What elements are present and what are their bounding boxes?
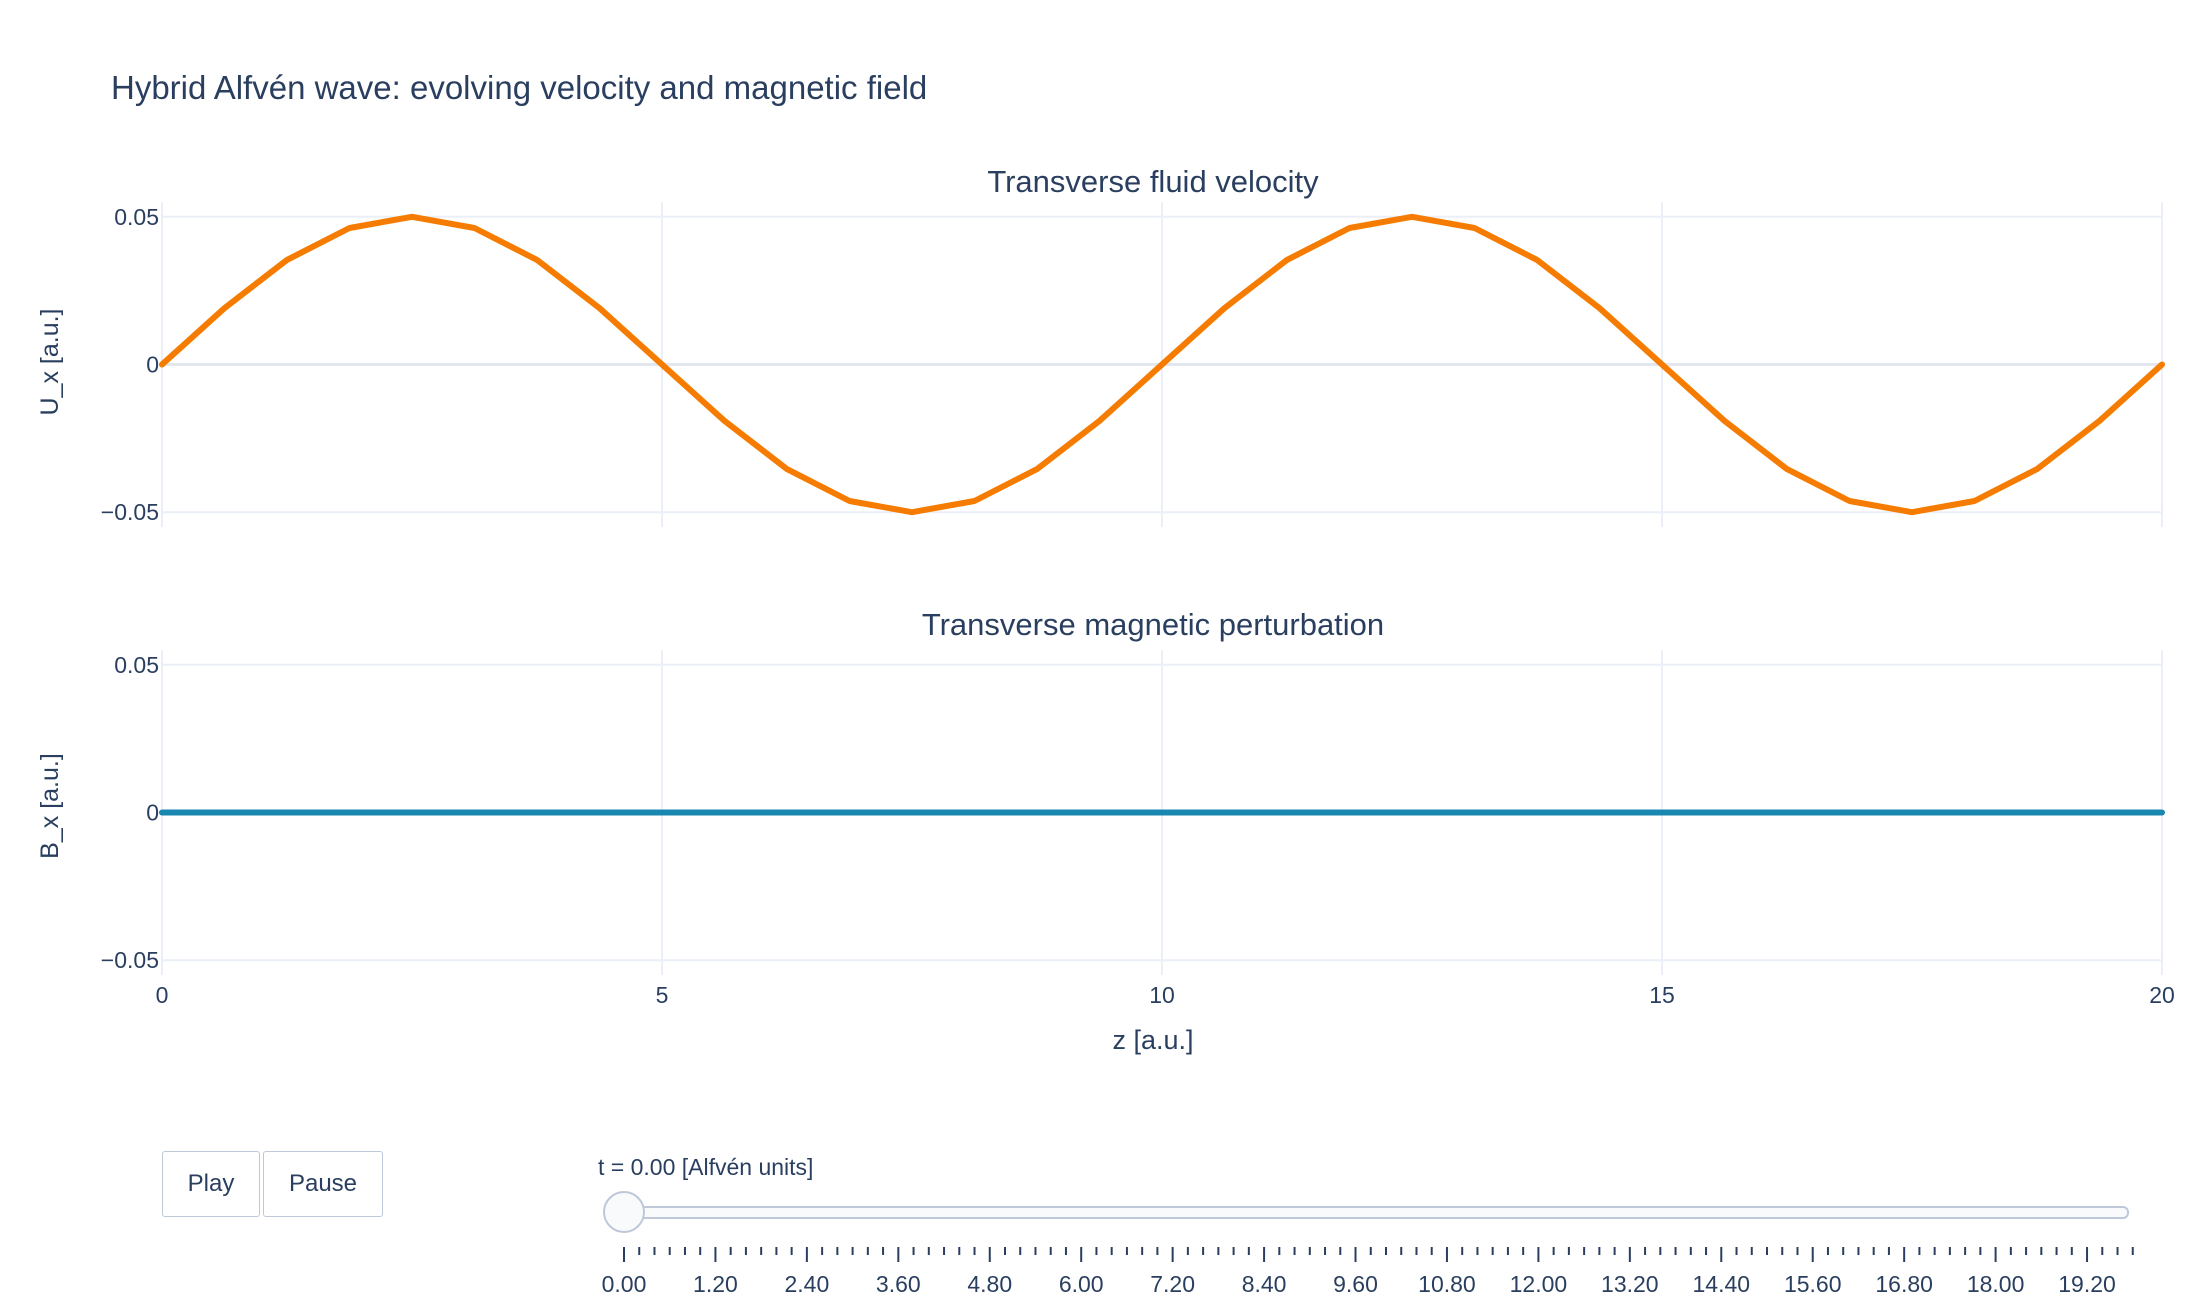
slider-tick-label: 9.60 <box>1333 1271 1378 1297</box>
x-tick-label: 20 <box>2149 982 2175 1008</box>
slider-tick-label: 7.20 <box>1150 1271 1195 1297</box>
slider-tick-label: 12.00 <box>1510 1271 1568 1297</box>
velocity-y-tick-label: 0.05 <box>114 204 159 230</box>
slider-tick-label: 1.20 <box>693 1271 738 1297</box>
velocity-y-tick-label: 0 <box>146 352 159 378</box>
slider-tick-label: 10.80 <box>1418 1271 1476 1297</box>
slider-tick-label: 3.60 <box>876 1271 921 1297</box>
magnetic-panel-title: Transverse magnetic perturbation <box>922 607 1384 642</box>
slider-tick-label: 13.20 <box>1601 1271 1659 1297</box>
slider-tick-label: 15.60 <box>1784 1271 1842 1297</box>
slider-tick-label: 8.40 <box>1242 1271 1287 1297</box>
velocity-panel: Transverse fluid velocity U_x [a.u.] 0.0… <box>36 164 2165 527</box>
velocity-series-line <box>159 213 2165 516</box>
slider-ticks: 0.00 1.20 2.40 3.60 4.80 6.00 7.20 8.40 9.60 10.8… <box>602 1247 2134 1297</box>
slider-tick-label: 19.20 <box>2058 1271 2116 1297</box>
x-tick-label: 15 <box>1649 982 1675 1008</box>
magnetic-y-tick-label: −0.05 <box>101 947 159 973</box>
x-axis-label: z [a.u.] <box>1112 1025 1193 1055</box>
magnetic-y-tick-label: 0 <box>146 800 159 826</box>
slider-current-label: t = 0.00 [Alfvén units] <box>598 1154 813 1180</box>
velocity-y-tick-label: −0.05 <box>101 499 159 525</box>
slider-handle[interactable] <box>603 1191 645 1233</box>
x-tick-label: 10 <box>1149 982 1175 1008</box>
x-tick-label: 5 <box>656 982 669 1008</box>
x-tick-label: 0 <box>156 982 169 1008</box>
slider-tick-label: 6.00 <box>1059 1271 1104 1297</box>
slider-tick-label: 4.80 <box>967 1271 1012 1297</box>
slider-tick-label: 0.00 <box>602 1271 647 1297</box>
slider-tick-label: 2.40 <box>784 1271 829 1297</box>
velocity-panel-title: Transverse fluid velocity <box>987 164 1319 199</box>
velocity-y-axis-label: U_x [a.u.] <box>36 309 64 416</box>
time-slider[interactable]: 0.00 1.20 2.40 3.60 4.80 6.00 7.20 8.40 9.60 10.8… <box>602 1191 2134 1297</box>
slider-tick-label: 16.80 <box>1875 1271 1933 1297</box>
figure-title: Hybrid Alfvén wave: evolving velocity an… <box>111 69 927 106</box>
magnetic-y-tick-label: 0.05 <box>114 652 159 678</box>
magnetic-panel: Transverse magnetic perturbation B_x [a.… <box>36 607 2175 1008</box>
pause-button[interactable]: Pause <box>263 1151 383 1217</box>
play-button[interactable]: Play <box>162 1151 260 1217</box>
slider-tick-label: 14.40 <box>1692 1271 1750 1297</box>
magnetic-y-axis-label: B_x [a.u.] <box>36 753 64 859</box>
slider-rail[interactable] <box>617 1206 2129 1219</box>
slider-tick-label: 18.00 <box>1967 1271 2025 1297</box>
